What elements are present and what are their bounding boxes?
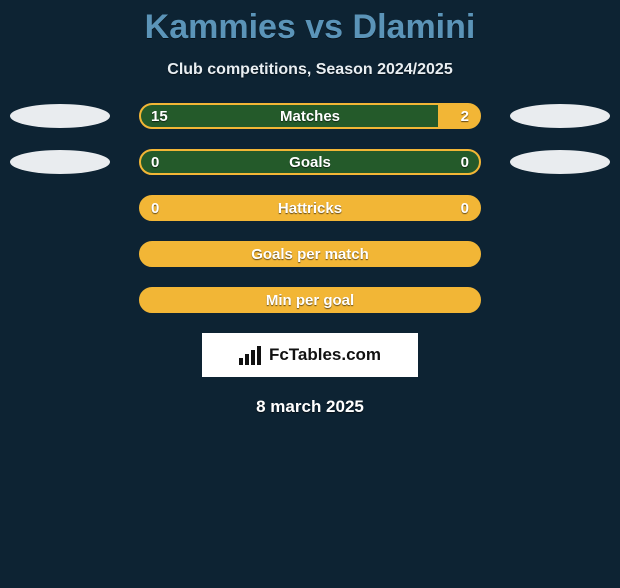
player-right-placeholder	[510, 150, 610, 174]
watermark-logo: FcTables.com	[202, 333, 418, 377]
player-left-placeholder	[10, 150, 110, 174]
stat-row: 00Goals	[0, 149, 620, 175]
player-right-placeholder	[510, 104, 610, 128]
stat-bar: 00Goals	[139, 149, 481, 175]
date-text: 8 march 2025	[0, 397, 620, 417]
stat-row: 00Hattricks	[0, 195, 620, 221]
stat-rows: 152Matches 00Goals 00Hattricks Goals per ma…	[0, 103, 620, 313]
chart-bars-icon	[239, 345, 263, 365]
stat-bar: Goals per match	[139, 241, 481, 267]
player-left-placeholder	[10, 104, 110, 128]
stat-label: Min per goal	[141, 289, 479, 311]
page-title: Kammies vs Dlamini	[0, 8, 620, 47]
stat-bar: 152Matches	[139, 103, 481, 129]
stat-label: Matches	[141, 105, 479, 127]
stat-label: Goals	[141, 151, 479, 173]
stat-row: 152Matches	[0, 103, 620, 129]
stat-label: Hattricks	[141, 197, 479, 219]
stat-label: Goals per match	[141, 243, 479, 265]
stat-row: Goals per match	[0, 241, 620, 267]
stat-bar: Min per goal	[139, 287, 481, 313]
watermark-text: FcTables.com	[269, 345, 381, 365]
stat-row: Min per goal	[0, 287, 620, 313]
stat-bar: 00Hattricks	[139, 195, 481, 221]
subtitle: Club competitions, Season 2024/2025	[0, 61, 620, 79]
